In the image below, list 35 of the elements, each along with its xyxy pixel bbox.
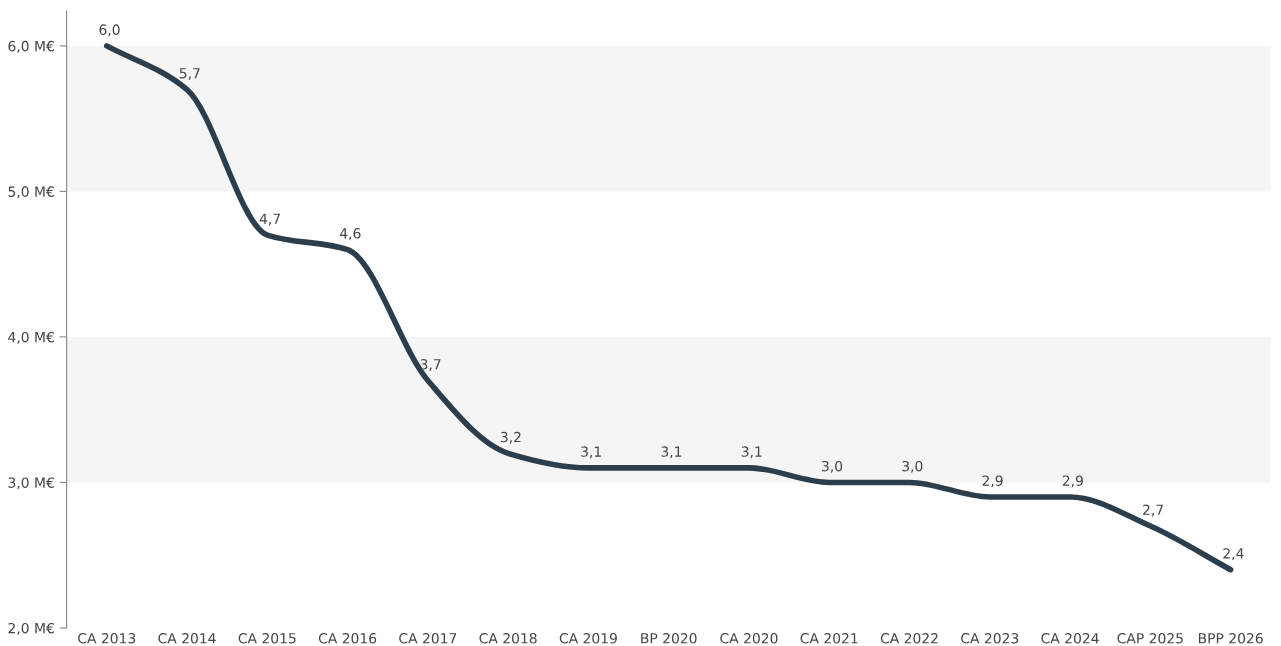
x-tick-label: CA 2016 bbox=[318, 633, 377, 644]
data-label: 2,7 bbox=[1143, 504, 1163, 517]
data-label: 3,1 bbox=[661, 446, 682, 459]
x-tick-label: CA 2020 bbox=[720, 633, 778, 644]
y-tick-label: 6,0 M€ bbox=[8, 40, 54, 53]
data-label: 2,4 bbox=[1223, 548, 1244, 561]
data-label: 3,0 bbox=[902, 460, 923, 473]
x-tick-label: CA 2017 bbox=[399, 633, 457, 644]
x-tick-label: BP 2020 bbox=[641, 633, 697, 644]
data-label: 3,0 bbox=[822, 460, 843, 473]
y-tick-label: 4,0 M€ bbox=[8, 331, 54, 344]
data-label: 3,1 bbox=[741, 446, 762, 459]
x-tick-label: CA 2021 bbox=[800, 633, 858, 644]
data-label: 4,6 bbox=[339, 228, 361, 240]
y-tick-label: 2,0 M€ bbox=[8, 622, 54, 635]
x-tick-label: BPP 2026 bbox=[1198, 633, 1263, 644]
data-label: 2,9 bbox=[1062, 475, 1083, 488]
data-label: 3,2 bbox=[500, 431, 521, 444]
x-tick-label: CA 2013 bbox=[78, 633, 136, 644]
data-label: 5,7 bbox=[179, 68, 200, 80]
data-label: 6,0 bbox=[99, 24, 120, 37]
data-label: 2,9 bbox=[982, 475, 1003, 488]
x-tick-label: CA 2024 bbox=[1041, 633, 1099, 644]
data-label: 3,7 bbox=[420, 359, 441, 371]
x-tick-label: CA 2019 bbox=[559, 633, 617, 644]
x-tick-label: CA 2023 bbox=[961, 633, 1019, 644]
data-label: 4,7 bbox=[259, 213, 280, 226]
x-tick-label: CA 2022 bbox=[880, 633, 938, 644]
x-tick-label: CA 2018 bbox=[479, 633, 537, 644]
y-tick-label: 5,0 M€ bbox=[8, 186, 54, 199]
x-tick-label: CA 2014 bbox=[158, 633, 216, 644]
y-tick-label: 3,0 M€ bbox=[8, 477, 54, 490]
x-tick-label: CA 2015 bbox=[238, 633, 296, 644]
data-label: 3,1 bbox=[581, 446, 601, 459]
x-tick-label: CAP 2025 bbox=[1117, 633, 1183, 644]
